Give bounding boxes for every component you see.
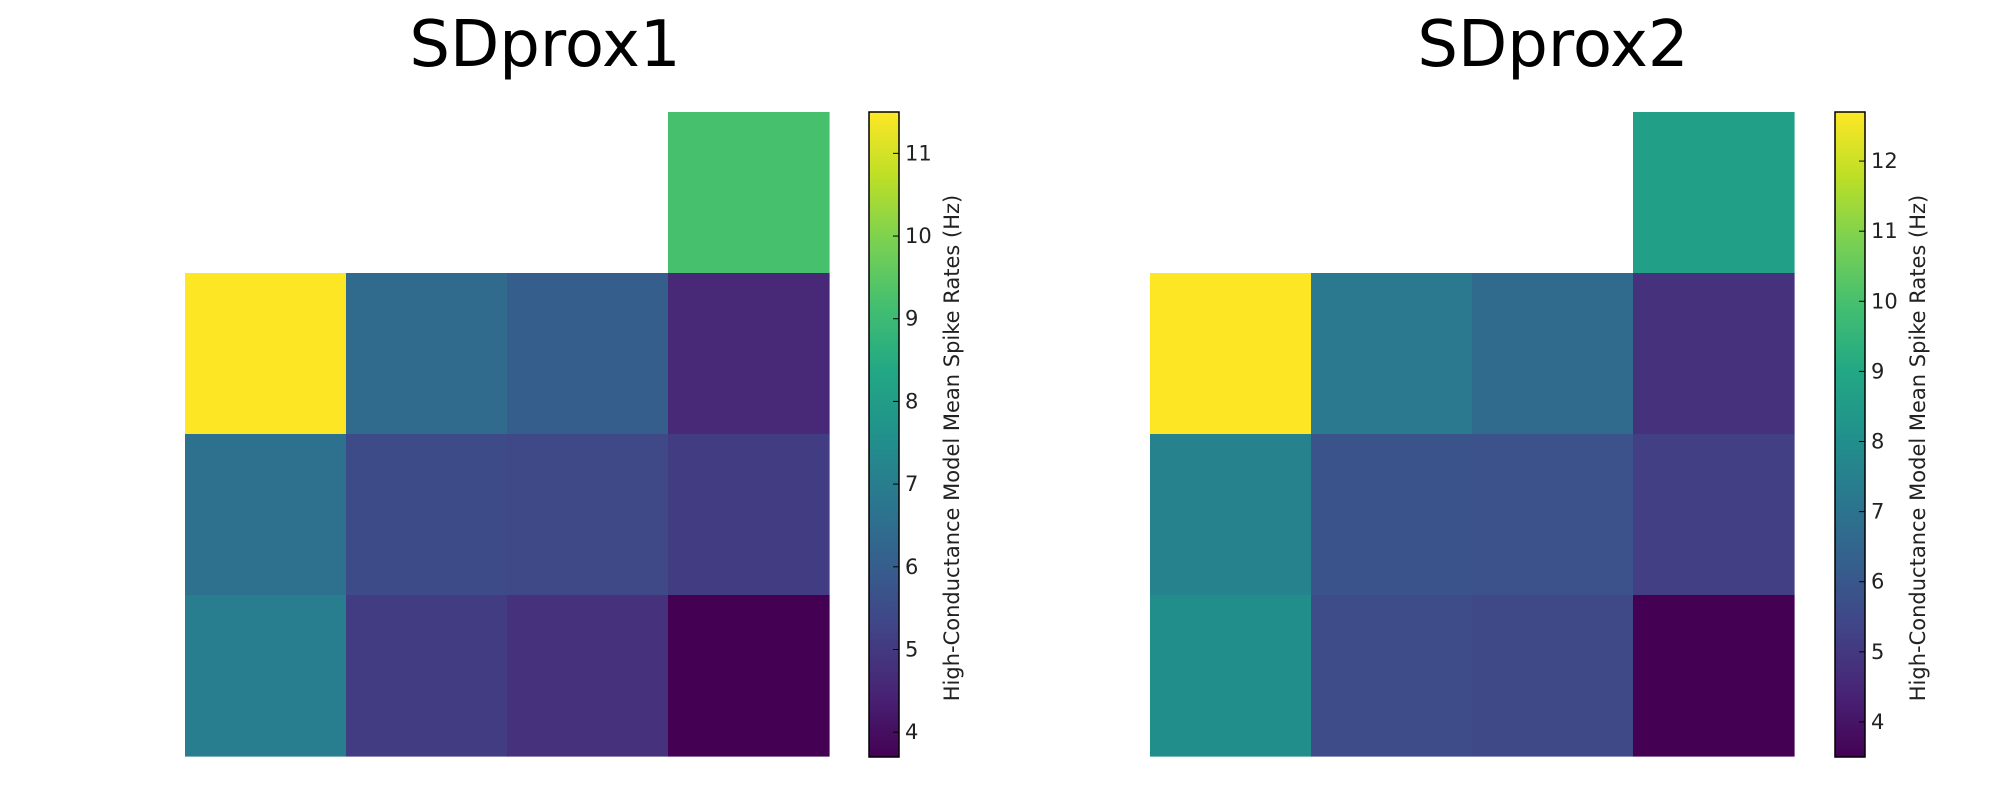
colorbar-sdprox1: 4 5 6 7 8 9 10 11 <box>868 111 932 758</box>
heatmap-cell-sdprox2-r3-c2 <box>1472 595 1634 757</box>
colorbar-tick-label-sdprox2-7: 7 <box>1871 500 1884 524</box>
heatmap-cell-sdprox1-r2-c2 <box>507 434 669 596</box>
colorbar-gradient-sdprox1 <box>868 111 900 758</box>
heatmap-cell-sdprox1-r1-c2 <box>507 273 669 435</box>
heatmap-grid-sdprox2 <box>1150 112 1795 757</box>
heatmap-cell-sdprox1-r1-c1 <box>346 273 508 435</box>
panel-sdprox2: SDprox2 4 5 6 7 8 9 10 11 12 High-Conductance Mo… <box>1150 8 1930 758</box>
heatmap-cell-sdprox1-r3-c2 <box>507 595 669 757</box>
heatmap-cell-sdprox2-r3-c0 <box>1150 595 1312 757</box>
colorbar-tick-label-sdprox2-8: 8 <box>1871 430 1884 454</box>
colorbar-tick-label-sdprox2-4: 4 <box>1871 710 1884 734</box>
colorbar-tick-label-sdprox2-9: 9 <box>1871 359 1884 383</box>
heatmap-grid-sdprox1 <box>185 112 830 757</box>
heatmap-cell-sdprox2-r3-c3 <box>1633 595 1795 757</box>
heatmap-cell-sdprox2-r0-c3 <box>1633 112 1795 274</box>
colorbar-tick-label-sdprox1-4: 4 <box>905 720 918 744</box>
panel-sdprox1: SDprox1 4 5 6 7 8 9 10 11 High-Conductance Mode… <box>185 8 964 758</box>
heatmap-cell-sdprox2-r1-c3 <box>1633 273 1795 435</box>
colorbar-sdprox2: 4 5 6 7 8 9 10 11 12 <box>1834 111 1898 758</box>
colorbar-gradient-sdprox2 <box>1834 111 1866 758</box>
colorbar-tick-label-sdprox1-8: 8 <box>905 389 918 413</box>
heatmap-cell-sdprox1-r3-c1 <box>346 595 508 757</box>
chart-title-sdprox1: SDprox1 <box>409 8 680 82</box>
heatmap-cell-sdprox1-r3-c0 <box>185 595 347 757</box>
colorbar-tick-label-sdprox1-10: 10 <box>905 224 932 248</box>
colorbar-tick-label-sdprox1-6: 6 <box>905 555 918 579</box>
colorbar-tick-label-sdprox2-10: 10 <box>1871 289 1898 313</box>
heatmap-cell-sdprox1-r1-c3 <box>668 273 830 435</box>
heatmap-cell-sdprox2-r1-c1 <box>1311 273 1473 435</box>
colorbar-tick-label-sdprox2-12: 12 <box>1871 149 1898 173</box>
colorbar-tick-label-sdprox1-7: 7 <box>905 472 918 496</box>
heatmap-cell-sdprox2-r2-c1 <box>1311 434 1473 596</box>
colorbar-label-sdprox2: High-Conductance Model Mean Spike Rates … <box>1906 195 1930 702</box>
heatmap-cell-sdprox2-r1-c0 <box>1150 273 1312 435</box>
colorbar-tick-label-sdprox2-6: 6 <box>1871 570 1884 594</box>
heatmap-cell-sdprox2-r1-c2 <box>1472 273 1634 435</box>
colorbar-tick-label-sdprox1-5: 5 <box>905 638 918 662</box>
heatmap-cell-sdprox1-r3-c3 <box>668 595 830 757</box>
heatmap-cell-sdprox2-r2-c0 <box>1150 434 1312 596</box>
chart-title-sdprox2: SDprox2 <box>1417 8 1688 82</box>
heatmap-cell-sdprox2-r2-c2 <box>1472 434 1634 596</box>
colorbar-tick-label-sdprox2-5: 5 <box>1871 640 1884 664</box>
colorbar-tick-label-sdprox1-9: 9 <box>905 307 918 331</box>
heatmap-cell-sdprox2-r3-c1 <box>1311 595 1473 757</box>
colorbar-tick-label-sdprox1-11: 11 <box>905 141 932 165</box>
heatmap-cell-sdprox1-r0-c3 <box>668 112 830 274</box>
colorbar-label-sdprox1: High-Conductance Model Mean Spike Rates … <box>940 195 964 702</box>
heatmap-cell-sdprox1-r1-c0 <box>185 273 347 435</box>
heatmap-cell-sdprox1-r2-c3 <box>668 434 830 596</box>
heatmap-cell-sdprox1-r2-c1 <box>346 434 508 596</box>
heatmap-cell-sdprox2-r2-c3 <box>1633 434 1795 596</box>
heatmap-cell-sdprox1-r2-c0 <box>185 434 347 596</box>
colorbar-tick-label-sdprox2-11: 11 <box>1871 219 1898 243</box>
